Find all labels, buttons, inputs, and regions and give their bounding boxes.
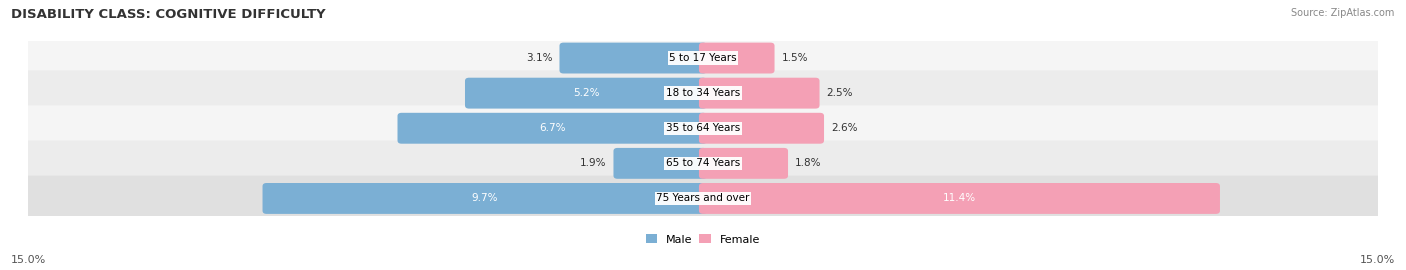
Text: 5.2%: 5.2%: [572, 88, 599, 98]
Text: 1.9%: 1.9%: [579, 158, 606, 168]
FancyBboxPatch shape: [21, 176, 1385, 221]
Text: 35 to 64 Years: 35 to 64 Years: [666, 123, 740, 133]
Text: 5 to 17 Years: 5 to 17 Years: [669, 53, 737, 63]
Text: 18 to 34 Years: 18 to 34 Years: [666, 88, 740, 98]
FancyBboxPatch shape: [699, 78, 820, 109]
FancyBboxPatch shape: [21, 140, 1385, 186]
Text: 1.8%: 1.8%: [796, 158, 821, 168]
FancyBboxPatch shape: [398, 113, 707, 144]
Text: Source: ZipAtlas.com: Source: ZipAtlas.com: [1291, 8, 1395, 18]
FancyBboxPatch shape: [21, 105, 1385, 151]
FancyBboxPatch shape: [465, 78, 707, 109]
Text: 2.6%: 2.6%: [831, 123, 858, 133]
FancyBboxPatch shape: [613, 148, 707, 179]
Text: 9.7%: 9.7%: [471, 193, 498, 204]
FancyBboxPatch shape: [699, 148, 787, 179]
FancyBboxPatch shape: [263, 183, 707, 214]
Text: 65 to 74 Years: 65 to 74 Years: [666, 158, 740, 168]
Text: 15.0%: 15.0%: [11, 255, 46, 265]
Text: 1.5%: 1.5%: [782, 53, 808, 63]
Text: 3.1%: 3.1%: [526, 53, 553, 63]
Text: 2.5%: 2.5%: [827, 88, 853, 98]
FancyBboxPatch shape: [699, 43, 775, 73]
FancyBboxPatch shape: [560, 43, 707, 73]
Text: DISABILITY CLASS: COGNITIVE DIFFICULTY: DISABILITY CLASS: COGNITIVE DIFFICULTY: [11, 8, 326, 21]
Text: 75 Years and over: 75 Years and over: [657, 193, 749, 204]
Legend: Male, Female: Male, Female: [641, 230, 765, 249]
FancyBboxPatch shape: [699, 183, 1220, 214]
Text: 15.0%: 15.0%: [1360, 255, 1395, 265]
Text: 6.7%: 6.7%: [538, 123, 565, 133]
FancyBboxPatch shape: [21, 35, 1385, 81]
Text: 11.4%: 11.4%: [943, 193, 976, 204]
FancyBboxPatch shape: [699, 113, 824, 144]
FancyBboxPatch shape: [21, 70, 1385, 116]
